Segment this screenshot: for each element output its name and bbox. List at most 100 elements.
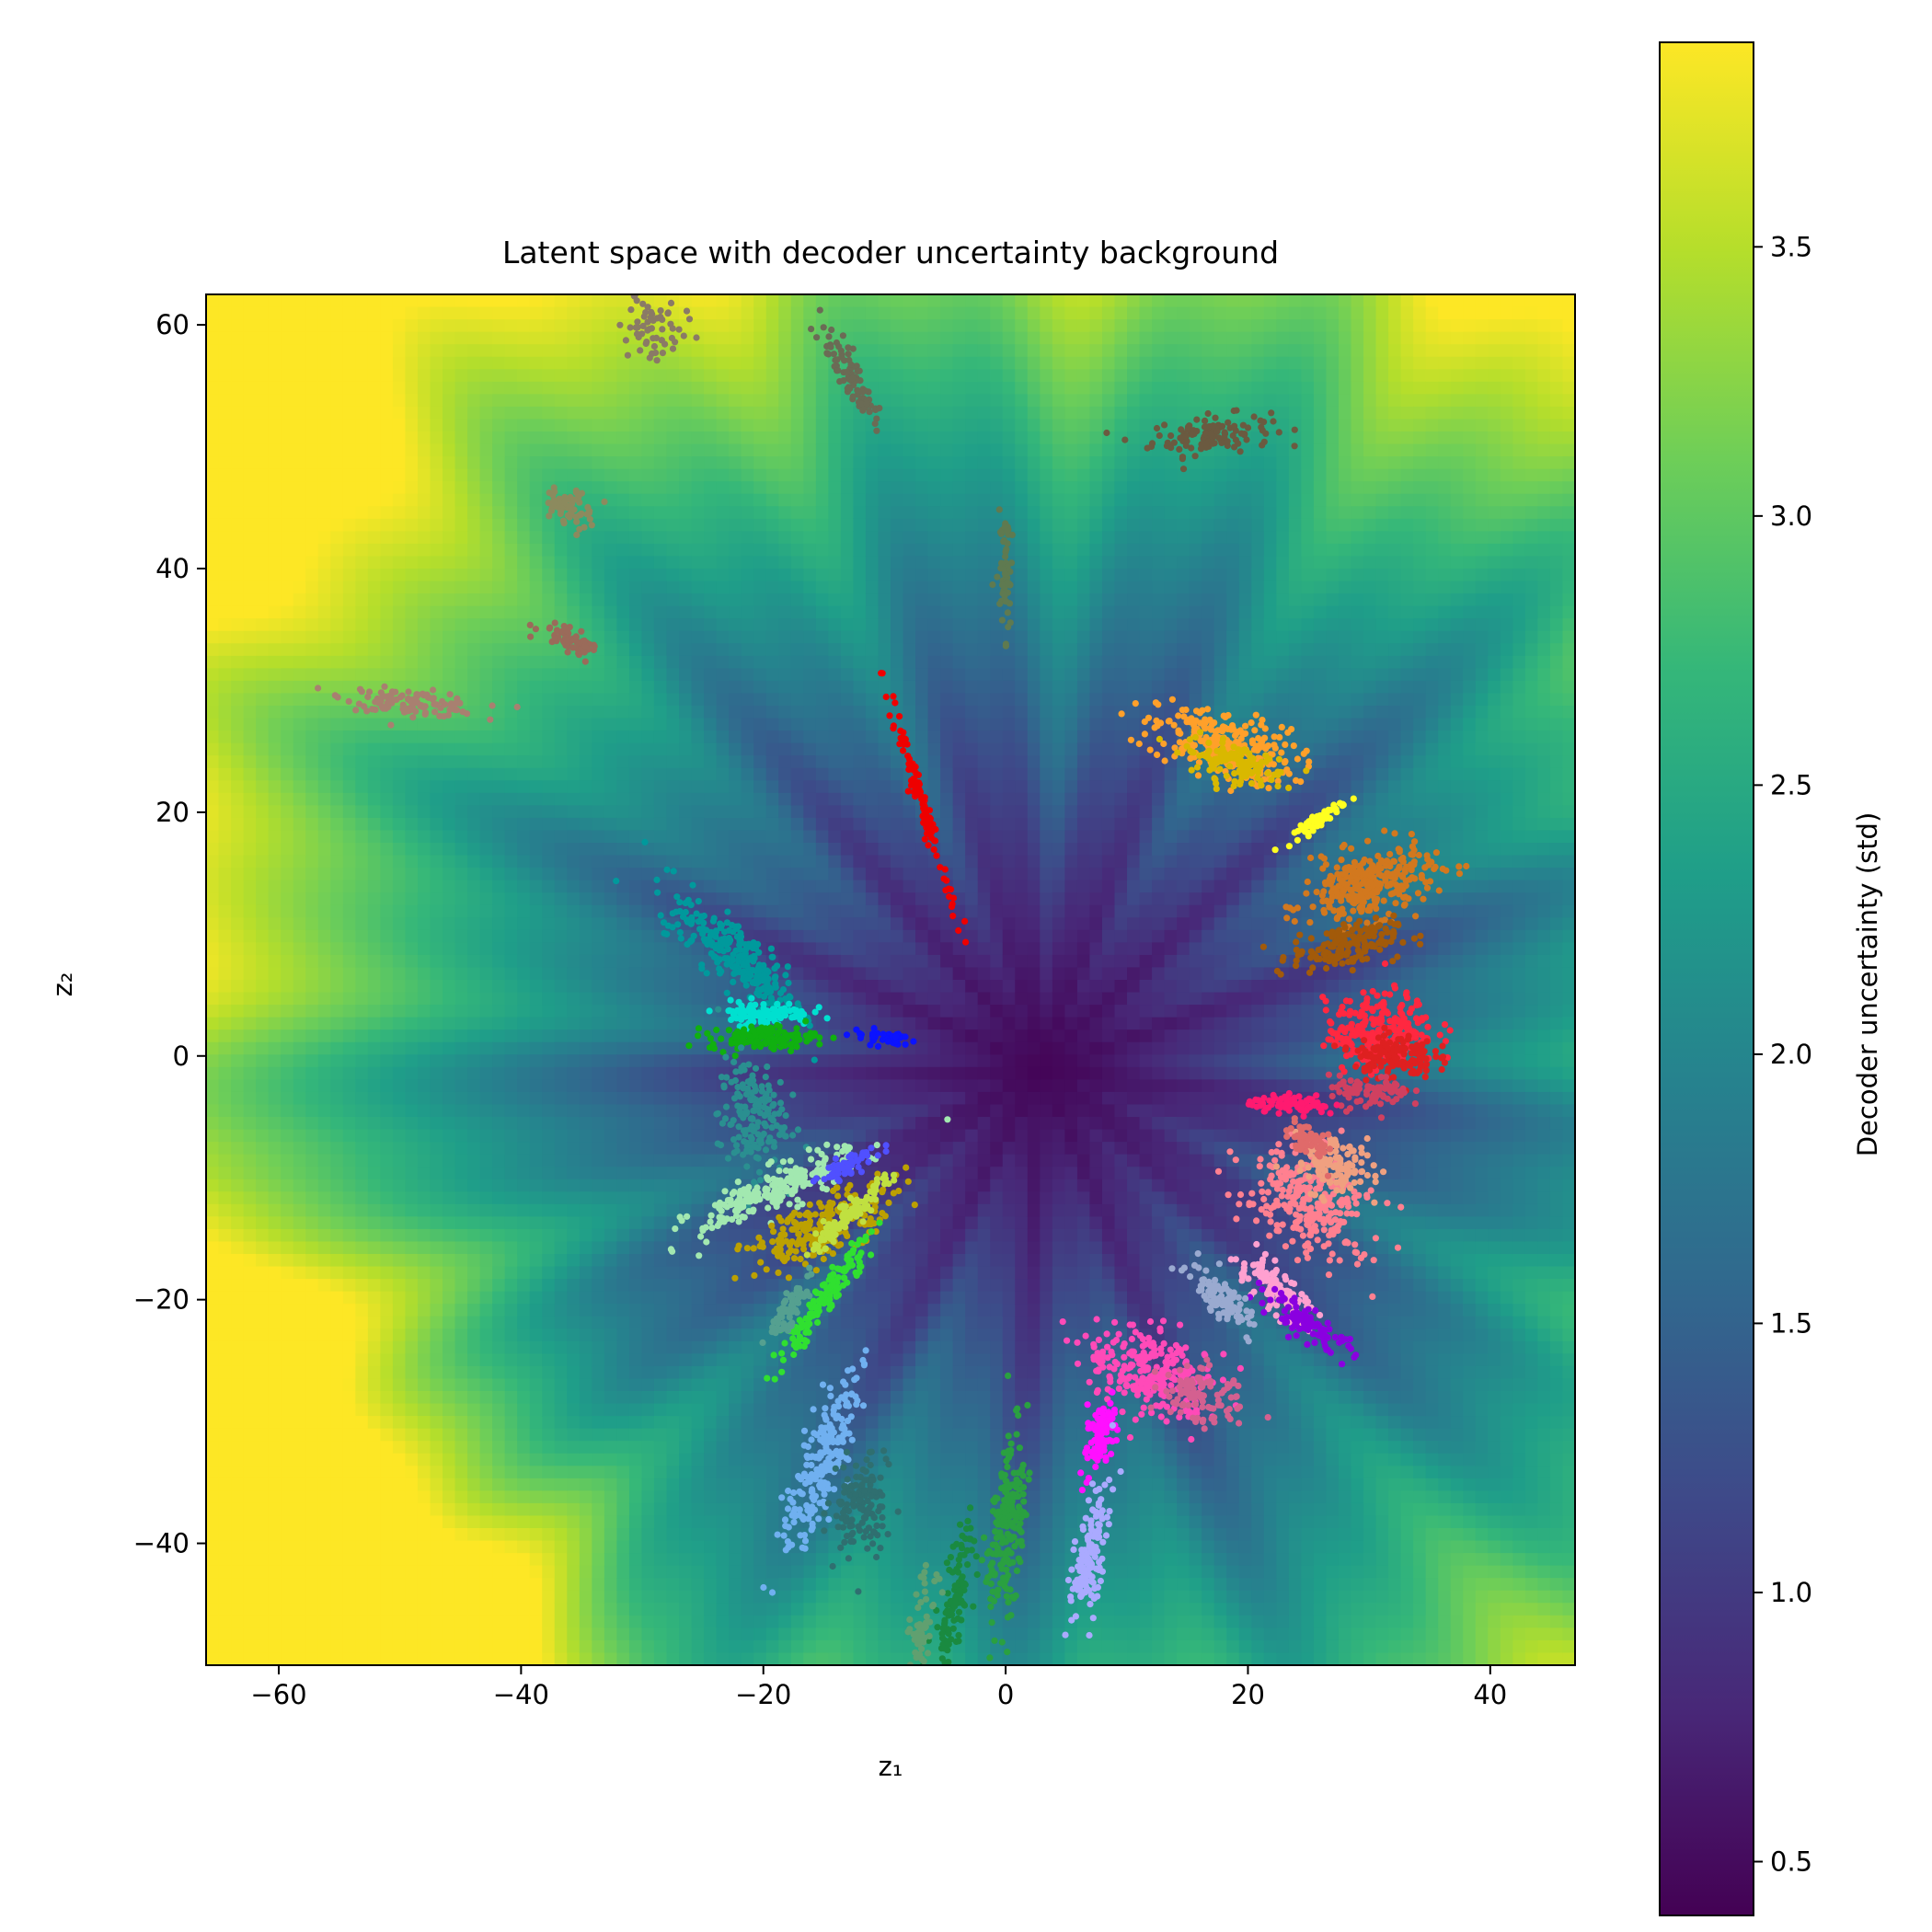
data-point xyxy=(856,1263,864,1271)
data-point xyxy=(758,1032,766,1040)
data-point xyxy=(720,1218,728,1225)
data-point xyxy=(566,504,573,512)
data-point xyxy=(787,1321,794,1328)
data-point xyxy=(1273,1302,1281,1309)
data-point xyxy=(776,1247,784,1254)
data-point xyxy=(1189,431,1196,438)
data-point xyxy=(751,1271,758,1279)
data-point xyxy=(1340,1144,1347,1152)
data-point xyxy=(822,1186,831,1193)
data-point xyxy=(1239,421,1247,429)
data-point xyxy=(1213,755,1220,763)
data-point xyxy=(962,938,970,946)
data-point xyxy=(664,922,673,929)
data-point xyxy=(896,713,903,720)
data-point xyxy=(1376,946,1384,953)
data-point xyxy=(811,1008,819,1016)
data-point xyxy=(1394,1244,1402,1251)
data-point xyxy=(1078,1487,1086,1494)
data-point xyxy=(812,1230,820,1237)
data-point xyxy=(1207,1290,1214,1297)
data-point xyxy=(1261,734,1269,742)
data-point xyxy=(1355,1191,1363,1199)
data-point xyxy=(1289,1237,1296,1245)
data-point xyxy=(1222,751,1230,759)
data-point xyxy=(1319,1132,1327,1139)
data-point xyxy=(1250,1288,1258,1295)
data-point xyxy=(892,1033,900,1041)
data-point xyxy=(1213,428,1221,435)
data-point xyxy=(1156,1328,1164,1335)
data-point xyxy=(1188,1435,1195,1443)
data-point xyxy=(1236,1190,1245,1199)
data-point xyxy=(1349,967,1356,974)
data-point xyxy=(1294,827,1302,834)
data-point xyxy=(1372,1094,1379,1101)
data-point xyxy=(1206,766,1213,774)
data-point xyxy=(1332,1172,1340,1179)
data-point xyxy=(776,1078,784,1086)
data-point xyxy=(1187,1273,1194,1281)
data-point xyxy=(868,1144,875,1152)
data-point xyxy=(1163,1387,1170,1395)
data-point xyxy=(1146,1317,1155,1326)
data-point xyxy=(1340,1080,1347,1087)
data-point xyxy=(819,1282,827,1289)
data-point xyxy=(1190,1386,1197,1393)
data-point xyxy=(1266,1302,1273,1309)
cluster-0 xyxy=(616,294,700,364)
data-point xyxy=(742,1103,749,1110)
data-point xyxy=(1225,1406,1233,1413)
data-point xyxy=(1204,706,1212,713)
data-point xyxy=(698,965,706,972)
data-point xyxy=(1391,984,1398,992)
data-point xyxy=(1266,1162,1273,1169)
data-point xyxy=(1351,937,1359,944)
data-point xyxy=(1309,827,1317,834)
data-point xyxy=(1423,1038,1431,1045)
data-point xyxy=(806,1310,814,1317)
data-point xyxy=(1182,1344,1190,1351)
data-point xyxy=(743,1245,752,1252)
data-point xyxy=(1326,1326,1333,1333)
data-point xyxy=(811,1056,818,1064)
data-point xyxy=(767,995,775,1002)
data-point xyxy=(1377,1084,1385,1091)
data-point xyxy=(1340,887,1347,895)
data-point xyxy=(1283,1314,1291,1321)
data-point xyxy=(1378,931,1386,938)
data-point xyxy=(734,1246,742,1253)
data-point xyxy=(1402,991,1410,998)
data-point xyxy=(1381,960,1389,968)
data-point xyxy=(1059,1318,1066,1326)
data-point xyxy=(1000,536,1007,545)
data-point xyxy=(731,1274,739,1282)
data-point xyxy=(762,1074,769,1081)
data-point xyxy=(753,980,761,987)
data-point xyxy=(1337,1210,1344,1217)
data-point xyxy=(1186,422,1193,430)
data-point xyxy=(708,1225,716,1232)
data-point xyxy=(707,1212,715,1219)
data-point xyxy=(1412,913,1420,920)
data-point xyxy=(1293,1308,1300,1316)
data-point xyxy=(891,1171,898,1179)
data-point xyxy=(1005,623,1012,631)
data-point xyxy=(1307,854,1315,862)
data-point xyxy=(1197,1378,1204,1386)
data-point xyxy=(1312,1306,1319,1314)
data-point xyxy=(737,1188,744,1195)
data-point xyxy=(1248,1190,1256,1197)
data-point xyxy=(710,914,718,922)
data-point xyxy=(1371,1199,1378,1206)
data-point xyxy=(760,1001,767,1008)
data-point xyxy=(955,926,962,935)
data-point xyxy=(1372,914,1380,922)
data-point xyxy=(1282,1093,1289,1100)
data-point xyxy=(994,573,1001,581)
data-point xyxy=(591,642,598,650)
data-point xyxy=(1363,926,1371,933)
data-point xyxy=(806,1201,813,1208)
data-point xyxy=(750,1007,757,1015)
